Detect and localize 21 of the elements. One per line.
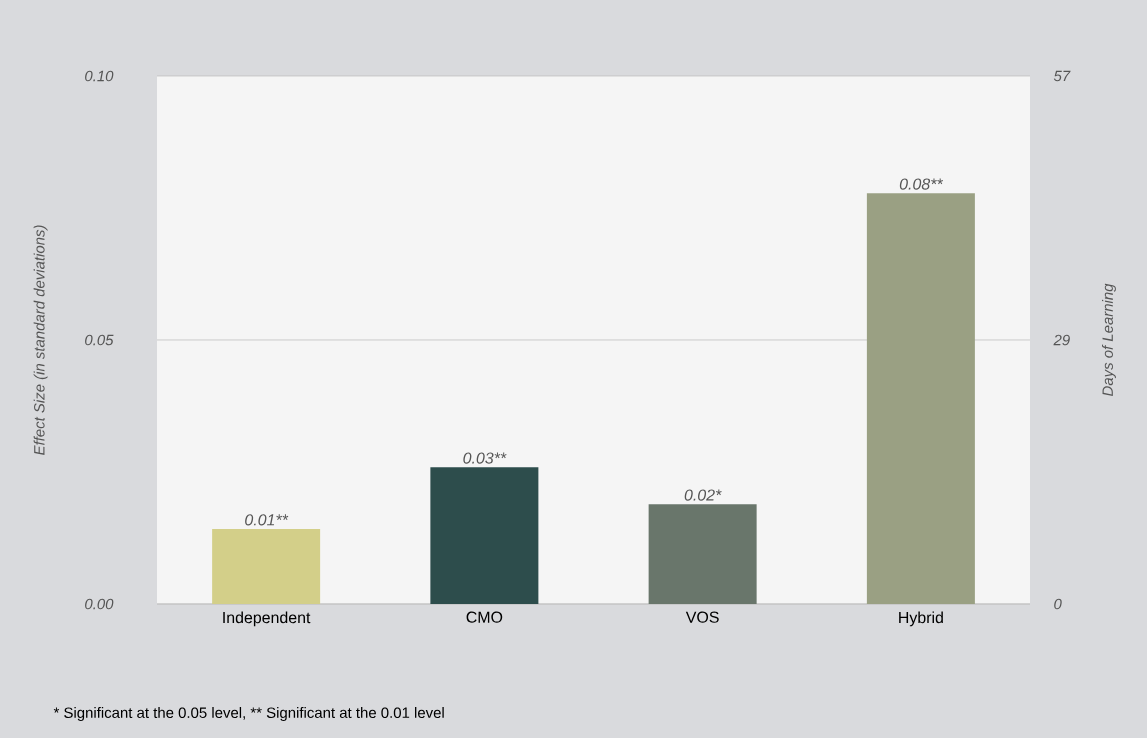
data-label: 0.01**: [245, 514, 289, 526]
x-tick-label: Independent: [223, 611, 311, 627]
y2-tick-label: 0: [1054, 598, 1062, 610]
y-axis-title: Effect Size (in standard deviations): [33, 225, 48, 455]
y2-tick-label: 57: [1053, 70, 1071, 82]
data-label: 0.02*: [684, 489, 722, 501]
y2-tick-label: 29: [1053, 334, 1070, 346]
y-tick-label: 0.00: [85, 598, 114, 610]
y-tick-label: 0.05: [85, 334, 114, 346]
text: * Significant at the 0.05 level, ** Significant at the 0.01 level: [53, 707, 444, 721]
bar: [648, 504, 757, 604]
y2-axis-title: Days of Learning: [1102, 283, 1116, 397]
x-tick-label: Hybrid: [899, 611, 943, 627]
data-label: 0.08**: [899, 178, 944, 190]
bar: [866, 193, 975, 604]
data-label: 0.03**: [463, 452, 507, 464]
x-tick-label: CMO: [466, 611, 503, 623]
x-tick-label: VOS: [685, 611, 719, 623]
bar: [212, 529, 321, 604]
bar: [430, 467, 539, 604]
y-tick-label: 0.10: [85, 70, 114, 82]
